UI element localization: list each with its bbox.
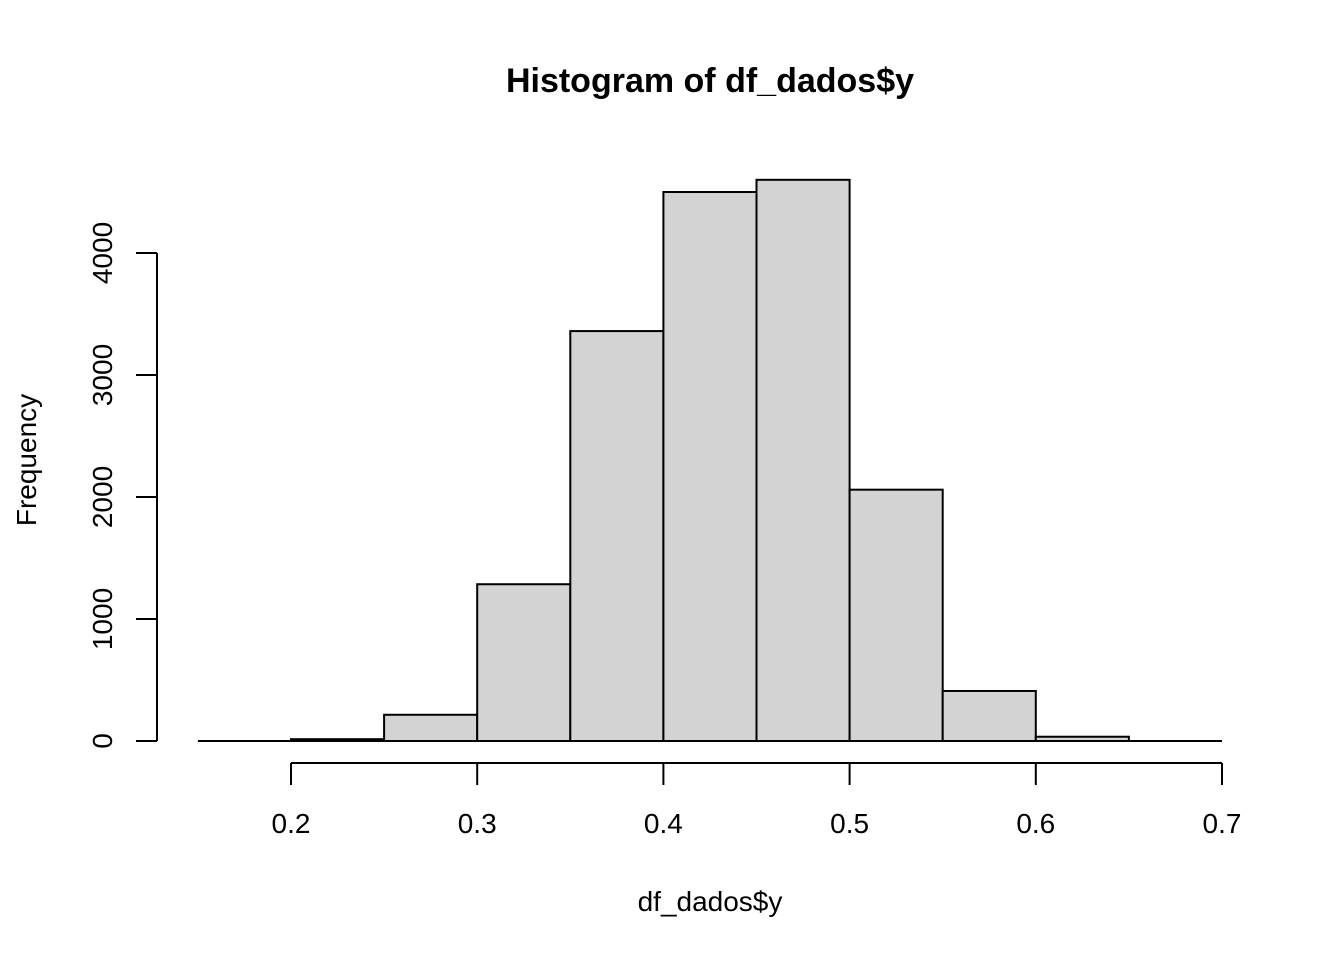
x-tick-label: 0.7 xyxy=(1203,808,1242,839)
histogram-bar xyxy=(755,178,851,743)
histogram-bar xyxy=(569,330,665,742)
y-tick-label: 4000 xyxy=(87,222,118,284)
chart-title: Histogram of df_dados$y xyxy=(506,62,914,100)
histogram-bar xyxy=(290,738,386,742)
y-tick-label: 2000 xyxy=(87,466,118,528)
histogram-bar xyxy=(941,689,1037,742)
histogram-bar xyxy=(1034,735,1130,742)
bars-group xyxy=(197,178,1222,743)
x-axis: 0.2 0.3 0.4 0.5 0.6 0.7 xyxy=(272,762,1242,839)
histogram-bar xyxy=(848,488,944,742)
histogram-bar xyxy=(476,583,572,742)
histogram-bar xyxy=(383,713,479,743)
y-axis: 0 1000 2000 3000 4000 xyxy=(87,222,158,749)
y-tick-label: 0 xyxy=(87,733,118,749)
x-axis-label: df_dados$y xyxy=(638,886,783,917)
y-tick-label: 3000 xyxy=(87,344,118,406)
x-tick-label: 0.4 xyxy=(644,808,683,839)
x-tick-label: 0.3 xyxy=(458,808,497,839)
histogram-bar xyxy=(662,191,758,742)
x-tick-label: 0.5 xyxy=(830,808,869,839)
x-tick-label: 0.6 xyxy=(1016,808,1055,839)
y-tick-label: 1000 xyxy=(87,588,118,650)
y-axis-label: Frequency xyxy=(11,394,42,526)
x-tick-label: 0.2 xyxy=(272,808,311,839)
